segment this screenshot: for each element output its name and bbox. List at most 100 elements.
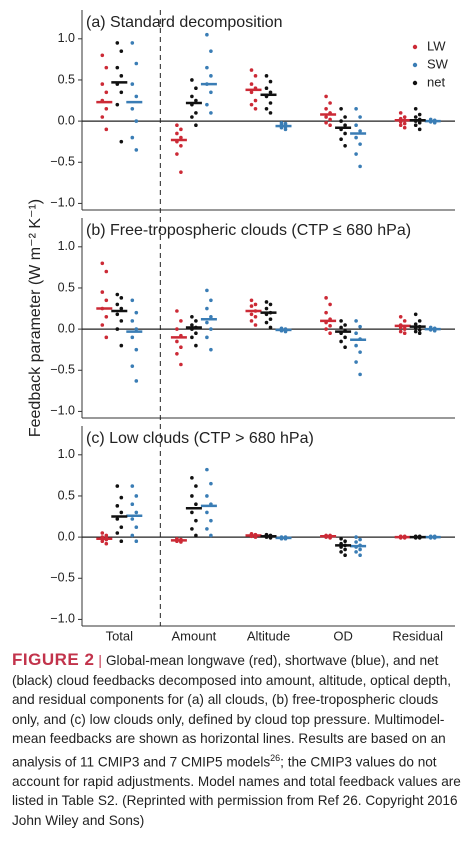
model-dot [130,82,135,86]
model-dot [194,98,198,103]
model-dot [100,539,105,544]
model-dot [190,94,194,99]
model-dot [358,350,362,354]
model-dot [134,94,139,99]
separator: | [98,653,102,668]
model-dot [205,527,209,531]
model-dot [328,101,332,105]
model-dot [354,360,358,364]
model-dot [249,68,254,72]
model-dot [134,494,139,498]
model-dot [190,78,194,82]
model-dot [119,525,124,530]
x-tick-label: Residual [392,628,443,643]
x-tick-label: Total [106,628,134,643]
model-dot [283,127,288,132]
model-dot [343,115,347,119]
model-dot [417,127,422,132]
model-dot [130,533,135,538]
model-dot [179,345,183,350]
model-dot [413,322,418,326]
model-dot [402,331,407,336]
model-dot [417,319,422,323]
model-dot [194,502,198,506]
model-dot [190,510,194,515]
model-dot [209,518,213,523]
model-dot [104,541,109,546]
model-dot [119,510,124,515]
legend-label: LW [427,38,446,53]
model-dot [100,82,105,86]
model-dot [209,111,213,115]
model-dot [115,531,120,535]
model-dot [179,319,183,323]
model-dot [398,111,403,115]
model-dot [134,327,139,331]
model-dot [130,106,135,111]
model-dot [104,269,109,274]
model-dot [413,123,418,128]
model-dot [194,484,198,488]
model-dot [179,135,183,140]
model-dot [253,98,258,103]
model-dot [268,111,273,115]
model-dot [413,329,418,334]
model-dot [343,323,347,327]
model-dot [339,325,343,330]
model-dot [398,123,403,128]
model-dot [119,343,124,348]
model-dot [119,296,124,300]
model-dot [402,121,407,126]
model-dot [134,347,139,352]
model-dot [175,131,179,136]
model-dot [249,319,254,323]
model-dot [253,323,258,327]
model-dot [264,320,269,325]
model-dot [209,533,213,538]
model-dot [209,327,213,331]
model-dot [249,312,254,317]
model-dot [190,476,194,480]
model-dot [417,328,422,332]
y-tick-label: −1.0 [50,196,75,210]
model-dot [194,518,198,523]
model-dot [324,106,328,111]
model-dot [268,317,273,322]
model-dot [119,74,124,78]
model-dot [179,144,183,148]
model-dot [179,127,183,132]
caption-text: Global-mean longwave (red), shortwave (b… [12,653,452,770]
model-dot [175,327,179,331]
y-axis-label: Feedback parameter (W m⁻² K⁻¹) [27,199,44,437]
model-dot [402,125,407,130]
model-dot [268,90,273,95]
model-dot [179,170,183,174]
model-dot [134,119,139,123]
model-dot [115,484,120,488]
model-dot [358,142,362,146]
model-dot [190,494,194,498]
model-dot [402,319,407,323]
model-dot [253,302,258,307]
model-dot [115,504,120,508]
model-dot [328,117,332,122]
legend-label: net [427,74,445,89]
model-dot [253,314,258,319]
y-tick-label: 0.5 [58,280,75,294]
model-dot [205,320,209,325]
model-dot [194,331,198,336]
model-dot [343,123,347,128]
legend-dot [412,62,418,68]
model-dot [194,343,198,348]
model-dot [134,61,139,66]
model-dot [328,331,332,336]
caption-text: ; the CMIP3 values do not account for ra… [12,754,461,828]
model-dot [339,550,343,554]
model-dot [354,135,358,140]
y-tick-label: 0.0 [58,113,75,127]
model-dot [354,331,358,336]
model-dot [179,362,183,367]
model-dot [119,319,124,323]
model-dot [205,102,209,107]
model-dot [249,304,254,308]
